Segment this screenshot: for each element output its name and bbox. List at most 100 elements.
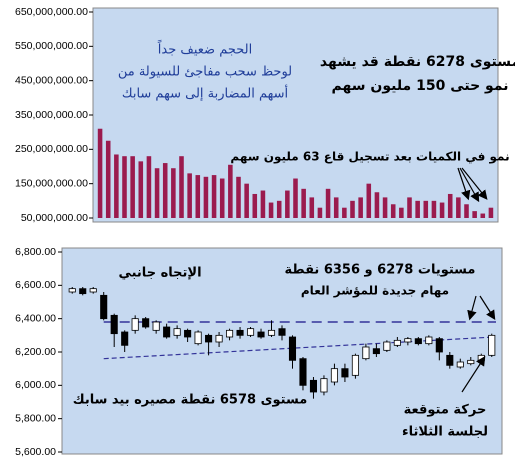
bar [382,197,388,218]
bar [472,211,477,218]
annotation: لجلسة الثلاثاء [402,425,488,440]
candle-body [393,339,401,346]
bar [325,188,331,218]
y-tick-label: 350,000,000.00 [15,109,88,121]
candle-body [446,354,454,366]
candle-body [267,329,276,336]
bar [276,200,282,218]
annotation: نمو في الكميات بعد تسجيل قاع 63 مليون سه… [230,150,509,165]
y-tick-label: 6,600.00 [15,279,56,291]
candle-body [414,338,422,345]
candle-body [372,348,380,355]
bar [203,176,209,218]
candle-body [163,326,171,338]
candle-body [288,336,297,361]
candle-body [330,368,338,383]
candle-body [246,328,255,336]
bar [146,156,152,218]
candle-body [257,331,265,338]
annotation: أسهم المضاربة إلى سهم سابك [122,85,288,102]
y-tick-label: 50,000,000.00 [21,212,88,224]
candle-body [236,329,244,336]
bar [187,173,192,218]
bar [268,202,274,218]
candle-body [456,361,464,368]
bar [228,164,233,218]
bar [162,163,168,218]
bar [122,156,127,218]
candle-body [131,318,139,331]
candle-body [351,354,359,376]
annotation: مستوى 6278 نقطة قد يشهد [320,54,515,70]
candle-body [341,368,349,378]
candle-body [89,288,97,293]
candle-body [404,338,412,343]
candle-body [226,329,234,338]
candle-body [425,336,433,345]
y-tick-label: 6,400.00 [15,312,56,324]
bar [333,197,339,218]
bar [317,207,323,218]
y-tick-label: 6,000.00 [15,379,56,391]
y-tick-label: 5,600.00 [15,446,56,458]
bar [293,178,298,218]
bar [464,204,469,218]
bar [179,156,184,218]
bar [114,154,119,218]
bar [195,175,201,218]
bar [301,188,306,218]
candle-body [68,288,76,293]
bar [97,128,103,218]
annotation: نمو حتى 150 مليون سهم [332,78,509,94]
bar [480,213,486,218]
y-tick-label: 550,000,000.00 [15,40,88,52]
candle-body [320,378,328,393]
trend-line [103,336,495,360]
candle-body [435,338,443,353]
annotation: الحجم ضعيف جداً [157,40,252,58]
candle-body [362,346,370,360]
bar [154,168,160,218]
bar [260,190,266,218]
candle-body [488,334,496,356]
bar [447,193,453,218]
bar [130,156,135,218]
bar [342,207,347,218]
bar [390,204,396,218]
bar [309,197,315,218]
bar [488,207,494,218]
bar [407,197,412,218]
y-tick-label: 650,000,000.00 [15,6,88,18]
bar [244,183,249,218]
candle-body [383,341,391,351]
arrows [457,167,496,393]
y-tick-label: 6,200.00 [15,346,56,358]
bar [456,197,461,218]
candle-body [184,329,192,338]
plot-area [61,247,503,455]
y-tick-label: 250,000,000.00 [15,143,88,155]
bar [236,176,241,218]
annotation: الإتجاه جانبي [118,266,201,281]
annotation: حركة متوقعة [404,403,487,418]
candle-body [205,334,213,343]
bar [138,161,144,218]
candle-body [215,334,223,343]
bar [366,183,372,218]
bar [439,202,445,218]
y-tick-label: 450,000,000.00 [15,74,88,86]
bar [431,200,437,218]
bar [252,193,258,218]
bar [374,192,380,218]
bar [105,140,111,218]
bar [399,207,404,218]
bar [350,200,355,218]
candle-body [299,358,307,386]
candle-body [278,328,286,336]
annotation: مستويات 6278 و 6356 نقطة [285,263,476,278]
candle-body [121,331,129,346]
annotation: لوحظ سحب مفاجئ للسيولة من [118,65,292,80]
y-tick-label: 6,800.00 [15,246,56,258]
bar [358,197,363,218]
